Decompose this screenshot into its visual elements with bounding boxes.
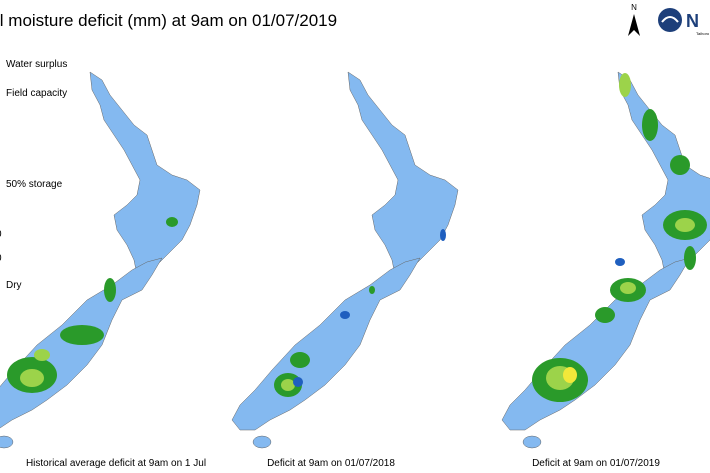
map-2018 bbox=[231, 71, 459, 449]
panel-caption: Historical average deficit at 9am on 1 J… bbox=[26, 458, 206, 469]
legend-label: 0 bbox=[0, 253, 2, 264]
legend-label: Dry bbox=[6, 280, 22, 291]
title: il moisture deficit (mm) at 9am on 01/07… bbox=[0, 11, 337, 30]
map-historical bbox=[0, 71, 201, 449]
panel-caption: Deficit at 9am on 01/07/2018 bbox=[267, 458, 395, 469]
captions: Historical average deficit at 9am on 1 J… bbox=[26, 458, 660, 469]
logo-sub: Taihoro bbox=[696, 31, 710, 36]
map-2019 bbox=[501, 71, 710, 449]
legend-label: 50% storage bbox=[6, 179, 63, 190]
legend: Water surplus Field capacity 50% storage 0 0… bbox=[0, 59, 67, 291]
logo-text: N bbox=[686, 11, 699, 31]
legend-label: 0 bbox=[0, 229, 2, 240]
north-arrow: N bbox=[628, 3, 640, 36]
panel-caption: Deficit at 9am on 01/07/2019 bbox=[532, 458, 660, 469]
legend-label: Water surplus bbox=[6, 59, 67, 70]
north-label: N bbox=[631, 3, 637, 12]
legend-label: Field capacity bbox=[6, 88, 67, 99]
logo: N Taihoro bbox=[658, 8, 710, 36]
